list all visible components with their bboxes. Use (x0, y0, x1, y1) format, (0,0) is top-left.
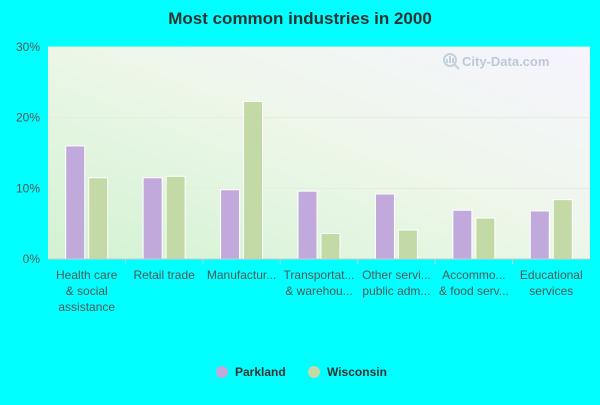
bar-parkland (65, 145, 86, 260)
gridlines (48, 46, 590, 189)
x-tick-label-line: Other servi... (362, 268, 431, 282)
x-tick-label-line: Health care (56, 268, 118, 282)
bar-wisconsin (320, 233, 341, 260)
y-tick-label: 10% (16, 181, 40, 195)
watermark-search-icon (443, 53, 460, 70)
x-tick-label-line: Manufactur... (207, 268, 276, 282)
y-tick-labels: 0% 10% 20% 30% (16, 40, 40, 266)
x-tick-label-line: Educational (520, 268, 583, 282)
legend-swatch-parkland (216, 366, 228, 378)
axes (48, 258, 590, 264)
x-tick-label-line: assistance (58, 300, 115, 314)
watermark-text: City-Data.com (462, 54, 549, 69)
x-tick-label-line: Transportat... (284, 268, 355, 282)
x-tick-label-line: & food serv... (439, 284, 509, 298)
y-tick-label: 30% (16, 40, 40, 54)
bar-wisconsin (165, 175, 186, 260)
x-tick-label-line: Retail trade (133, 268, 195, 282)
x-tick-label: Accommo... & food serv... (439, 268, 509, 298)
legend-label-parkland: Parkland (235, 365, 286, 379)
bar-wisconsin (243, 100, 264, 260)
plot-area (48, 47, 590, 259)
x-tick-label: Retail trade (133, 268, 195, 282)
x-tick-label-line: & social (66, 284, 108, 298)
bar-parkland (374, 193, 395, 260)
legend-label-wisconsin: Wisconsin (327, 365, 387, 379)
x-tick-label: Other servi... public adm... (362, 268, 431, 298)
x-tick-label: Educational services (520, 268, 583, 298)
x-tick-label-line: Accommo... (442, 268, 505, 282)
bar-wisconsin (552, 199, 573, 260)
x-tick-label-line: services (529, 284, 573, 298)
y-tick-label: 0% (23, 252, 41, 266)
x-tick-labels: Health care & social assistance Retail trad… (56, 268, 583, 314)
legend: Parkland Wisconsin (216, 365, 387, 379)
chart-title: Most common industries in 2000 (168, 9, 432, 28)
x-tick-label-line: public adm... (362, 284, 430, 298)
bar-parkland (529, 210, 550, 260)
bar-parkland (220, 189, 241, 260)
legend-swatch-wisconsin (308, 366, 320, 378)
x-tick-label: Manufactur... (207, 268, 276, 282)
bar-parkland (452, 209, 473, 260)
bar-parkland (297, 190, 318, 260)
bar-wisconsin (397, 229, 418, 260)
bar-parkland (142, 177, 163, 260)
y-tick-label: 20% (16, 111, 40, 125)
watermark: City-Data.com (443, 53, 549, 70)
bar-wisconsin (88, 177, 109, 260)
x-tick-label-line: & warehou... (285, 284, 352, 298)
bar-wisconsin (475, 217, 496, 260)
x-tick-label: Transportat... & warehou... (284, 268, 355, 298)
x-tick-label: Health care & social assistance (56, 268, 118, 314)
